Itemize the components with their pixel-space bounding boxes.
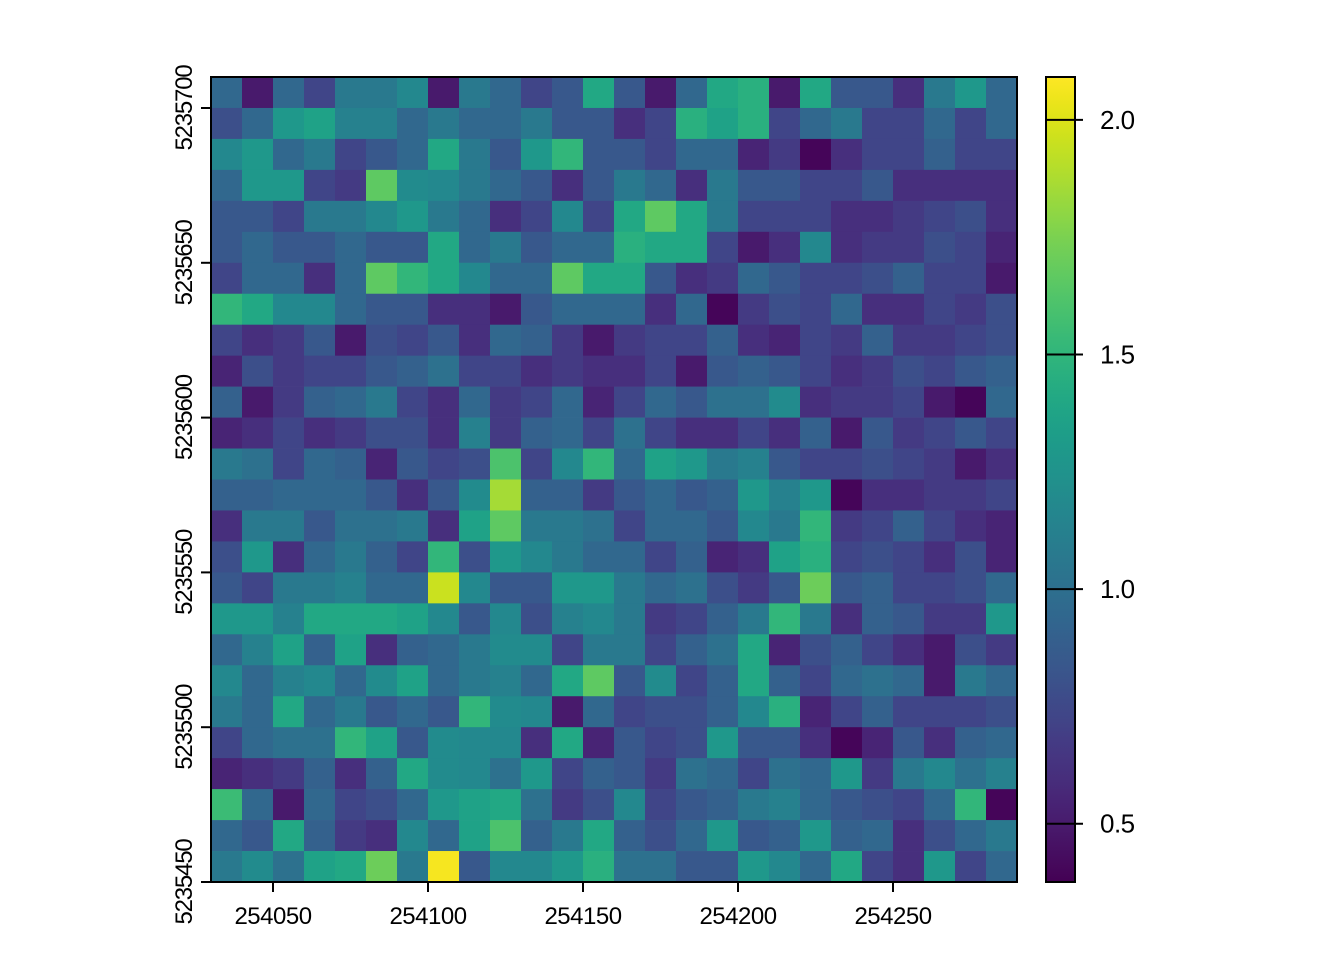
- svg-text:5235700: 5235700: [171, 65, 198, 151]
- svg-text:254150: 254150: [544, 903, 621, 930]
- svg-text:2.0: 2.0: [1100, 105, 1135, 135]
- svg-text:5235500: 5235500: [171, 684, 198, 770]
- svg-text:254250: 254250: [854, 903, 931, 930]
- svg-text:254200: 254200: [699, 903, 776, 930]
- svg-text:5235450: 5235450: [171, 839, 198, 925]
- svg-text:254100: 254100: [389, 903, 466, 930]
- svg-text:0.5: 0.5: [1100, 809, 1135, 839]
- svg-text:1.0: 1.0: [1100, 574, 1135, 604]
- svg-text:1.5: 1.5: [1100, 340, 1135, 370]
- svg-text:254050: 254050: [234, 903, 311, 930]
- svg-text:5235600: 5235600: [171, 374, 198, 460]
- svg-text:5235650: 5235650: [171, 219, 198, 305]
- svg-text:5235550: 5235550: [171, 529, 198, 615]
